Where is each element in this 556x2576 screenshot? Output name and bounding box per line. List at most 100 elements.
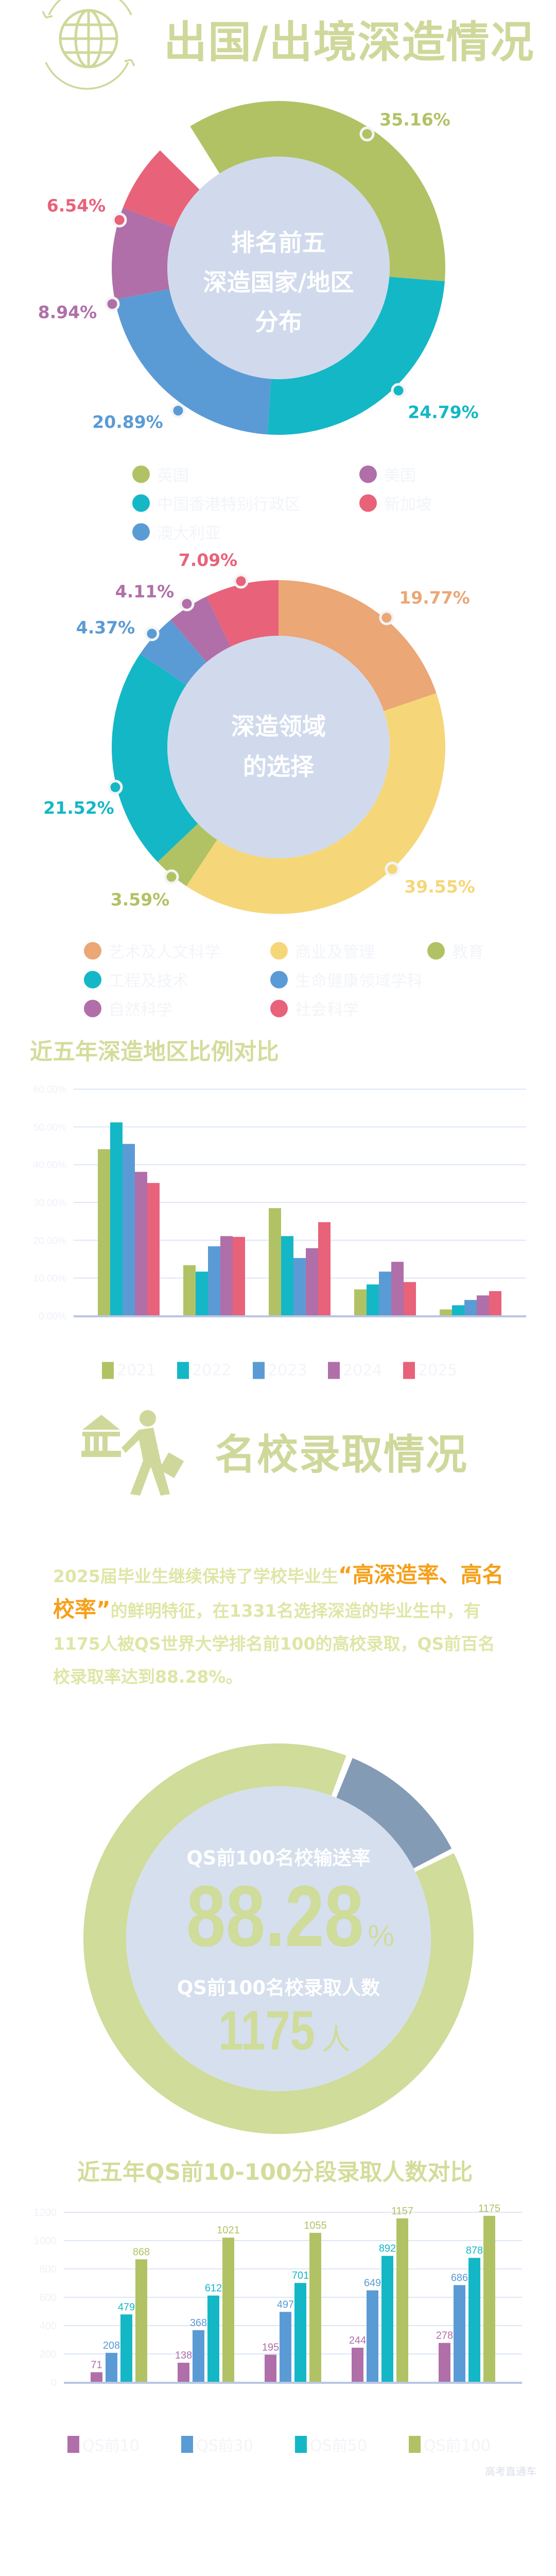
- y-tick-label: 1000: [34, 2235, 57, 2247]
- bar-value-label: 244: [349, 2335, 366, 2346]
- x-category-label: 中国香港特别行政区: [255, 1324, 343, 1336]
- donut-segment-5: [140, 619, 207, 685]
- background-stripes: [0, 0, 556, 2483]
- marker-dot: [164, 869, 179, 885]
- legend-dot: [132, 523, 150, 540]
- bar-QS前10-2024: [352, 2347, 363, 2382]
- bar-2023-英国: [123, 1144, 135, 1316]
- legend-swatch: [295, 2435, 307, 2453]
- y-tick-label: 1200: [34, 2207, 57, 2218]
- bar-QS前100-2023: [309, 2232, 321, 2382]
- bar-value-label: 479: [118, 2301, 135, 2313]
- legend-item: 英国: [132, 463, 189, 486]
- bar-2022-美国: [367, 1284, 379, 1316]
- legend-label: 2022: [192, 1361, 232, 1380]
- legend-item: 艺术及人文科学: [84, 939, 220, 962]
- bar-chart-region-ratio: 0.00% 10.00% 20.00% 30.00% 40.00% 50.00% 60.00…: [33, 1084, 526, 1336]
- bar-value-label: 1157: [391, 2206, 413, 2217]
- data-label-us: 8.94%: [38, 302, 97, 323]
- x-category-label: 新加坡: [456, 1324, 485, 1336]
- bar-2022-英国: [110, 1122, 123, 1316]
- bar-2025-美国: [404, 1282, 416, 1316]
- legend-label: 新加坡: [384, 495, 432, 514]
- legend-item: 2025: [403, 1362, 457, 1380]
- donut-halo: [103, 93, 454, 443]
- bar-2021-澳大利亚: [183, 1265, 196, 1316]
- y-tick-label: 800: [40, 2264, 57, 2275]
- y-tick-label: 40.00%: [33, 1160, 67, 1171]
- data-label-uk: 35.16%: [379, 109, 450, 130]
- legend-swatch: [181, 2435, 193, 2453]
- donut-segment-4: [111, 654, 198, 862]
- data-label-engineering: 21.52%: [43, 798, 114, 818]
- bar-2025-中国香港特别行政区: [318, 1222, 331, 1316]
- bar-QS前30-2021: [106, 2352, 117, 2382]
- bar-value-label: 71: [91, 2359, 102, 2370]
- donut-segment-5: [123, 150, 200, 228]
- legend-item: 2024: [328, 1362, 382, 1380]
- bar-2023-中国香港特别行政区: [293, 1258, 306, 1316]
- gauge-rate-label: QS前100名校输送率: [186, 1847, 371, 1869]
- bar-QS前30-2022: [193, 2330, 204, 2382]
- chart-title-qs-admissions: 近五年QS前10-100分段录取人数对比: [77, 2159, 473, 2185]
- bar-2023-新加坡: [464, 1300, 477, 1316]
- bar-value-label: 1055: [304, 2220, 327, 2231]
- legend-item: 2022: [177, 1362, 231, 1380]
- x-category-label: 英国: [119, 1324, 138, 1336]
- legend-item: 教育: [427, 939, 484, 962]
- donut-halo: [103, 572, 454, 922]
- legend-label: 2025: [418, 1361, 458, 1380]
- legend-label: 社会科学: [295, 1001, 359, 1020]
- bar-2025-新加坡: [489, 1291, 501, 1316]
- bar-value-label: 892: [379, 2243, 396, 2255]
- marker-dot: [359, 126, 375, 142]
- bar-2025-澳大利亚: [233, 1236, 245, 1316]
- bar-QS前100-2022: [222, 2238, 234, 2382]
- marker-dot: [179, 596, 195, 612]
- legend-label: QS前10: [82, 2437, 140, 2455]
- bar-2021-中国香港特别行政区: [269, 1208, 281, 1316]
- data-label-health: 4.37%: [76, 617, 135, 638]
- marker-dot: [170, 403, 186, 418]
- y-tick-label: 30.00%: [33, 1198, 67, 1209]
- y-tick-label: 0: [51, 2377, 57, 2388]
- gauge-rate-unit: %: [368, 1919, 394, 1953]
- y-tick-label: 50.00%: [33, 1122, 67, 1133]
- legend-dot: [132, 465, 150, 483]
- bar-QS前10-2025: [439, 2343, 450, 2382]
- marker-dot: [144, 626, 160, 641]
- legend-label: 英国: [157, 466, 189, 485]
- legend-item: QS前100: [409, 2433, 491, 2455]
- bar-value-label: 278: [436, 2330, 453, 2342]
- legend-label: 自然科学: [109, 1001, 172, 1020]
- section-title-top-schools: 名校录取情况: [215, 1430, 468, 1479]
- legend-dot: [270, 942, 288, 959]
- bar-QS前10-2021: [91, 2372, 102, 2382]
- legend-swatch: [409, 2435, 421, 2453]
- bar-QS前30-2025: [454, 2285, 465, 2382]
- y-tick-label: 0.00%: [39, 1311, 66, 1322]
- bar-2023-澳大利亚: [208, 1246, 220, 1316]
- bar-QS前100-2025: [483, 2215, 495, 2382]
- graphics-layer: 0.00% 10.00% 20.00% 30.00% 40.00% 50.00% 60.00…: [33, 0, 526, 2388]
- legend-swatch: [67, 2435, 79, 2453]
- gauge-count-value: 1175: [218, 1999, 315, 2061]
- bar-2022-澳大利亚: [196, 1272, 208, 1316]
- bar-2024-澳大利亚: [220, 1236, 233, 1316]
- legend-item: QS前10: [67, 2433, 140, 2455]
- data-label-au: 20.89%: [92, 412, 163, 432]
- bar-2021-新加坡: [440, 1309, 452, 1316]
- bar-QS前100-2021: [135, 2259, 147, 2382]
- x-category-label: 澳大利亚: [195, 1324, 234, 1336]
- legend-label: 艺术及人文科学: [109, 943, 220, 962]
- legend-label: QS前100: [424, 2437, 491, 2455]
- legend-dot: [132, 494, 150, 512]
- legend-label: 2023: [268, 1361, 307, 1380]
- bar-2021-美国: [354, 1289, 367, 1316]
- donut-center-line: 分布: [255, 308, 302, 336]
- legend-label: 2021: [117, 1361, 157, 1380]
- legend-dot: [270, 999, 288, 1017]
- legend-label: 教育: [452, 943, 484, 962]
- legend-item: QS前50: [295, 2433, 367, 2455]
- legend-item: 澳大利亚: [132, 520, 221, 544]
